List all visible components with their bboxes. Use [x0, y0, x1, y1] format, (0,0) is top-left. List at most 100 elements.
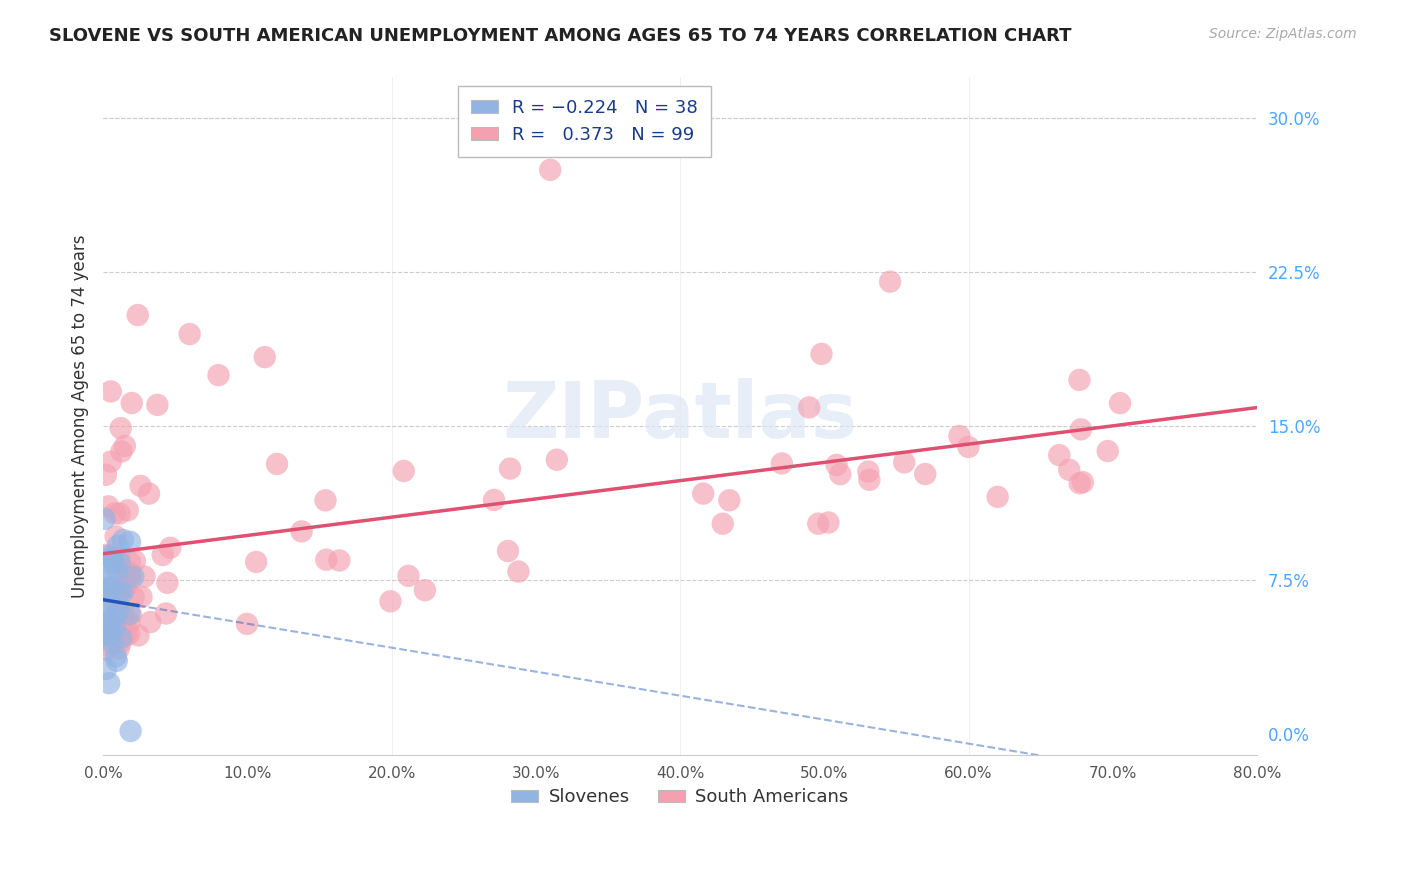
Point [207, 368, 229, 383]
Point [138, 486, 160, 500]
Point [100, 454, 122, 468]
Point [817, 516, 839, 530]
Point [159, 541, 181, 555]
Point [101, 553, 124, 567]
Point [98, 676, 121, 690]
Point [97, 500, 120, 514]
Point [413, 583, 436, 598]
Text: SLOVENE VS SOUTH AMERICAN UNEMPLOYMENT AMONG AGES 65 TO 74 YEARS CORRELATION CHA: SLOVENE VS SOUTH AMERICAN UNEMPLOYMENT A… [49, 27, 1071, 45]
Point [111, 586, 134, 600]
Point [718, 493, 741, 508]
Point [110, 635, 132, 649]
Point [96, 643, 118, 657]
Text: ZIPatlas: ZIPatlas [502, 378, 858, 454]
Point [104, 649, 127, 664]
Point [110, 631, 132, 645]
Point [94, 600, 117, 615]
Point [482, 492, 505, 507]
Point [879, 275, 901, 289]
Point [104, 529, 127, 543]
Point [770, 457, 793, 471]
Point [893, 455, 915, 469]
Point [115, 564, 138, 578]
Point [291, 524, 314, 539]
Point [245, 555, 267, 569]
Point [155, 607, 177, 621]
Point [107, 609, 129, 624]
Point [1071, 475, 1094, 490]
Point [98, 627, 121, 641]
Point [101, 628, 124, 642]
Point [93, 512, 115, 526]
Point [100, 550, 122, 565]
Legend: Slovenes, South Americans: Slovenes, South Americans [505, 781, 856, 814]
Point [124, 554, 146, 568]
Point [94, 574, 117, 588]
Point [100, 384, 122, 399]
Point [179, 327, 201, 342]
Point [546, 452, 568, 467]
Point [253, 350, 276, 364]
Point [108, 585, 131, 599]
Point [987, 490, 1010, 504]
Point [111, 602, 134, 616]
Point [97, 629, 120, 643]
Point [508, 565, 530, 579]
Point [108, 556, 131, 570]
Point [103, 554, 125, 568]
Point [1057, 463, 1080, 477]
Point [94, 548, 117, 562]
Point [94, 467, 117, 482]
Point [108, 550, 131, 565]
Point [807, 516, 830, 531]
Point [104, 582, 127, 597]
Point [139, 615, 162, 629]
Point [810, 347, 832, 361]
Point [156, 575, 179, 590]
Point [107, 604, 129, 618]
Point [104, 607, 127, 622]
Point [100, 569, 122, 583]
Point [1070, 422, 1092, 436]
Point [114, 439, 136, 453]
Point [858, 473, 880, 487]
Point [499, 461, 522, 475]
Point [98, 581, 121, 595]
Point [315, 493, 337, 508]
Point [108, 507, 131, 521]
Point [328, 553, 350, 567]
Point [112, 607, 135, 621]
Point [1069, 476, 1091, 491]
Point [1109, 396, 1132, 410]
Point [118, 555, 141, 569]
Point [98, 582, 121, 597]
Point [112, 581, 135, 595]
Point [93, 587, 115, 601]
Point [98, 549, 121, 563]
Point [398, 569, 420, 583]
Point [98, 591, 121, 606]
Point [93, 638, 115, 652]
Point [914, 467, 936, 481]
Point [112, 614, 135, 628]
Point [100, 556, 122, 570]
Point [111, 533, 134, 547]
Point [101, 636, 124, 650]
Point [108, 641, 131, 656]
Point [118, 615, 141, 630]
Point [115, 566, 138, 580]
Point [107, 539, 129, 553]
Point [105, 607, 128, 622]
Point [118, 534, 141, 549]
Point [858, 465, 880, 479]
Point [121, 396, 143, 410]
Point [797, 401, 820, 415]
Point [380, 594, 402, 608]
Point [117, 503, 139, 517]
Point [115, 579, 138, 593]
Point [496, 544, 519, 558]
Point [131, 590, 153, 604]
Point [146, 398, 169, 412]
Point [152, 548, 174, 562]
Point [97, 617, 120, 632]
